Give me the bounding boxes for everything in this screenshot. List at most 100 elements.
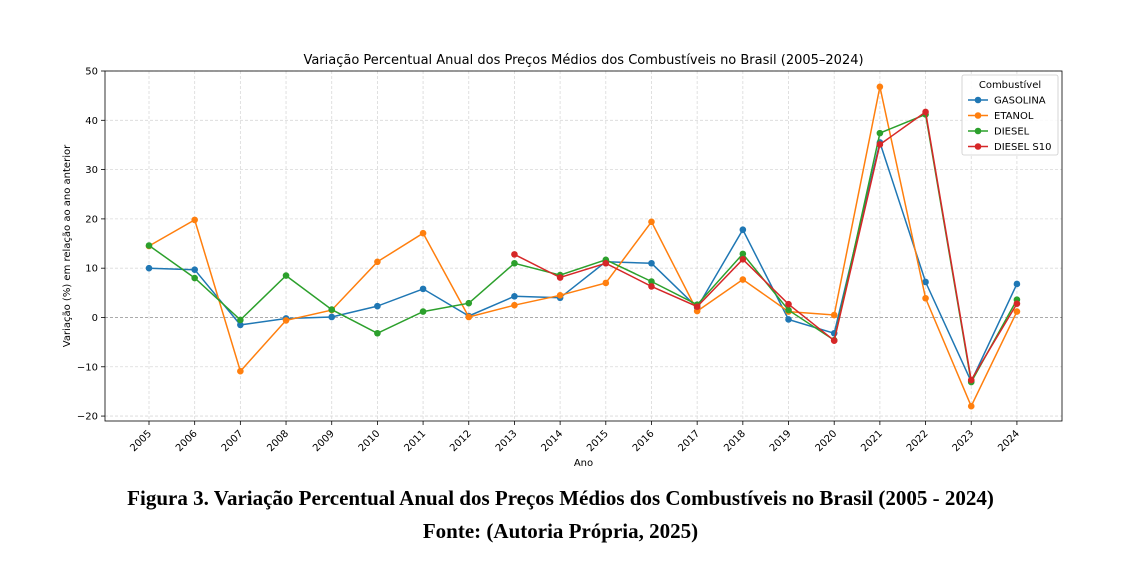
data-point-diesel [739,250,747,258]
data-point-etanol [237,367,244,375]
data-point-etanol [876,83,884,91]
legend-swatch-marker [974,112,982,119]
data-point-gasolina [922,278,929,286]
legend-label: DIESEL S10 [994,142,1051,153]
x-tick-label: 2011 [402,428,428,454]
x-tick-label: 2020 [814,428,840,454]
data-point-etanol [419,229,427,237]
x-tick-label: 2013 [494,428,520,454]
data-point-gasolina [648,259,655,267]
data-point-diesel [419,308,427,315]
data-point-etanol [374,258,381,266]
data-point-diesel-s10 [648,283,655,290]
y-tick-label: 0 [92,313,98,324]
series-layer [145,83,1021,410]
x-tick-label: 2018 [722,428,748,454]
data-point-diesel-s10 [1013,300,1021,307]
data-point-diesel-s10 [967,376,975,384]
y-tick-label: 10 [85,264,98,275]
legend-item-gasolina: GASOLINA [968,96,1046,107]
legend: Combustível GASOLINA ETANOL DIESEL DIESEL S… [961,74,1059,156]
x-tick-label: 2016 [631,428,657,454]
data-point-gasolina [191,266,198,273]
series-diesel [145,111,1021,386]
legend-box [961,74,1059,156]
line-chart: 2005 2006 2007 2008 2009 2010 2011 2012 2013 2014… [62,53,1063,469]
data-point-gasolina [237,321,244,329]
legend-swatch-marker [974,143,982,150]
data-point-gasolina [374,302,381,310]
y-tick-label: 20 [85,214,98,225]
y-tick-label: 50 [85,67,98,78]
data-point-diesel [785,306,792,314]
data-point-diesel-s10 [785,300,792,308]
series-diesel-s10 [511,108,1021,384]
y-axis-label: Variação (%) em relação ao ano anterior [62,144,73,347]
x-tick-label: 2005 [128,428,154,454]
legend-swatch-marker [974,96,982,104]
data-point-diesel [511,259,518,267]
x-tick-label: 2015 [585,428,611,454]
data-point-gasolina [1013,280,1021,288]
grid-layer [105,70,1062,421]
data-point-diesel-s10 [922,108,929,116]
data-point-etanol [282,317,290,324]
x-tick-label: 2021 [859,428,885,454]
data-point-diesel-s10 [739,256,747,263]
y-tick-label: 30 [85,165,98,176]
legend-swatch-marker [974,127,982,135]
series-line-diesel [148,113,1018,385]
data-point-diesel-s10 [876,141,884,148]
data-point-etanol [511,301,518,309]
data-point-etanol [465,313,473,321]
chart-title: Variação Percentual Anual dos Preços Méd… [303,53,863,68]
legend-items: GASOLINA ETANOL DIESEL DIESEL S10 [968,96,1051,153]
x-tick-label: 2017 [677,428,703,454]
data-point-etanol [602,279,610,287]
legend-item-diesel: DIESEL [968,127,1030,138]
x-tick-label: 2006 [174,428,200,454]
data-point-diesel-s10 [830,337,838,344]
series-line-diesel-s10 [514,110,1018,383]
series-gasolina [145,139,1021,385]
data-point-etanol [739,276,747,283]
series-etanol [145,83,1021,410]
legend-label: DIESEL [994,127,1030,138]
figure-caption: Figura 3. Variação Percentual Anual dos … [127,486,994,510]
data-point-gasolina [785,316,792,323]
data-point-diesel-s10 [602,259,610,267]
legend-title: Combustível [979,79,1041,91]
data-point-gasolina [145,264,153,272]
data-point-gasolina [511,292,518,300]
data-point-etanol [967,402,975,410]
legend-item-diesel-s10: DIESEL S10 [968,142,1051,153]
data-point-gasolina [419,285,427,293]
data-point-etanol [1013,308,1021,315]
data-point-diesel [282,272,290,279]
data-point-etanol [556,291,564,299]
x-axis: 2005 2006 2007 2008 2009 2010 2011 2012 2013 2014… [128,421,1022,454]
plot-frame [104,70,1063,422]
x-tick-label: 2010 [357,428,383,454]
x-tick-label: 2012 [448,428,474,454]
x-tick-label: 2007 [220,428,246,454]
x-axis-label: Ano [574,458,593,469]
data-point-diesel [648,278,655,285]
data-point-diesel-s10 [511,251,518,258]
legend-label: GASOLINA [994,96,1046,107]
y-tick-label: 40 [85,116,98,127]
data-point-diesel [328,306,336,313]
data-point-diesel [145,242,153,249]
x-tick-label: 2024 [996,428,1022,454]
x-tick-label: 2014 [539,428,565,454]
x-tick-label: 2009 [311,428,337,454]
x-tick-label: 2008 [265,428,291,454]
x-tick-label: 2022 [905,428,931,454]
data-point-diesel [465,299,473,307]
figure-source: Fonte: (Autoria Própria, 2025) [422,519,699,543]
data-point-diesel-s10 [693,303,701,310]
x-tick-label: 2019 [768,428,794,454]
legend-item-etanol: ETANOL [968,111,1034,122]
data-point-diesel [237,316,244,324]
data-point-gasolina [328,313,336,321]
